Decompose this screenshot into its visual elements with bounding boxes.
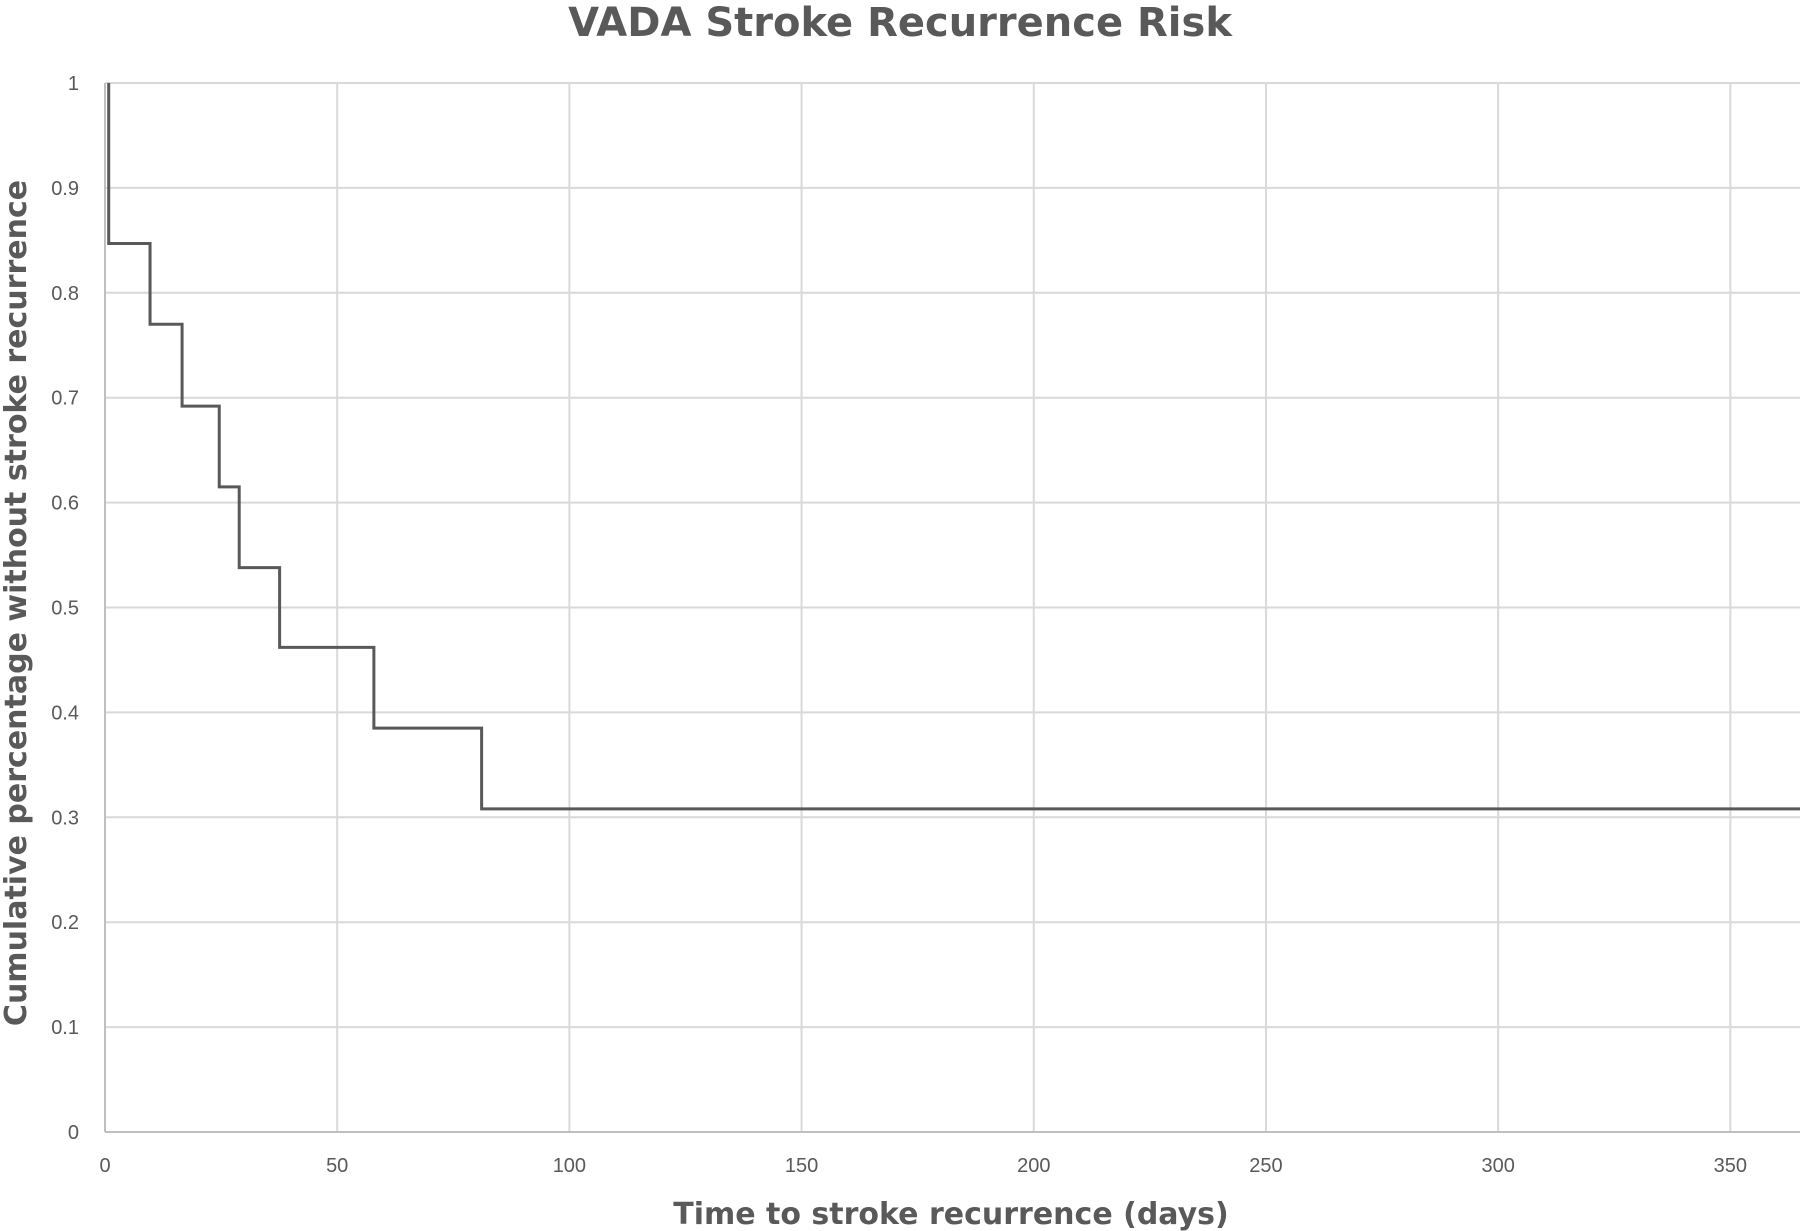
x-tick-label: 100 [553, 1155, 586, 1177]
y-tick-label: 0.7 [51, 388, 79, 410]
x-tick-label: 50 [326, 1155, 348, 1177]
y-axis-title: Cumulative percentage without stroke rec… [0, 180, 34, 1026]
y-tick-label: 0.1 [51, 1017, 79, 1039]
x-tick-label: 0 [99, 1155, 110, 1177]
plot-area [107, 83, 1800, 811]
y-tick-label: 0.2 [51, 912, 79, 934]
x-tick-label: 300 [1481, 1155, 1514, 1177]
y-tick-label: 0 [68, 1122, 79, 1144]
gridlines [104, 82, 1800, 1133]
y-tick-label: 1 [68, 73, 79, 95]
x-tick-label: 200 [1017, 1155, 1050, 1177]
y-tick-label: 0.3 [51, 807, 79, 829]
y-tick-label: 0.4 [51, 702, 79, 724]
y-tick-label: 0.8 [51, 283, 79, 305]
x-tick-label: 150 [785, 1155, 818, 1177]
axes [104, 83, 1800, 1133]
x-tick-label: 350 [1714, 1155, 1747, 1177]
y-tick-label: 0.6 [51, 493, 79, 515]
y-tick-label: 0.5 [51, 598, 79, 620]
x-axis-title: Time to stroke recurrence (days) [673, 1197, 1229, 1231]
x-tick-label: 250 [1249, 1155, 1282, 1177]
tick-labels: 0 0.1 0.2 0.3 0.4 0.5 0.6 0.7 0.8 0.9 1 0 50 100 150 20… [51, 73, 1747, 1177]
y-tick-label: 0.9 [51, 178, 79, 200]
survival-step-line [107, 83, 1800, 811]
chart-title: VADA Stroke Recurrence Risk [568, 0, 1233, 46]
